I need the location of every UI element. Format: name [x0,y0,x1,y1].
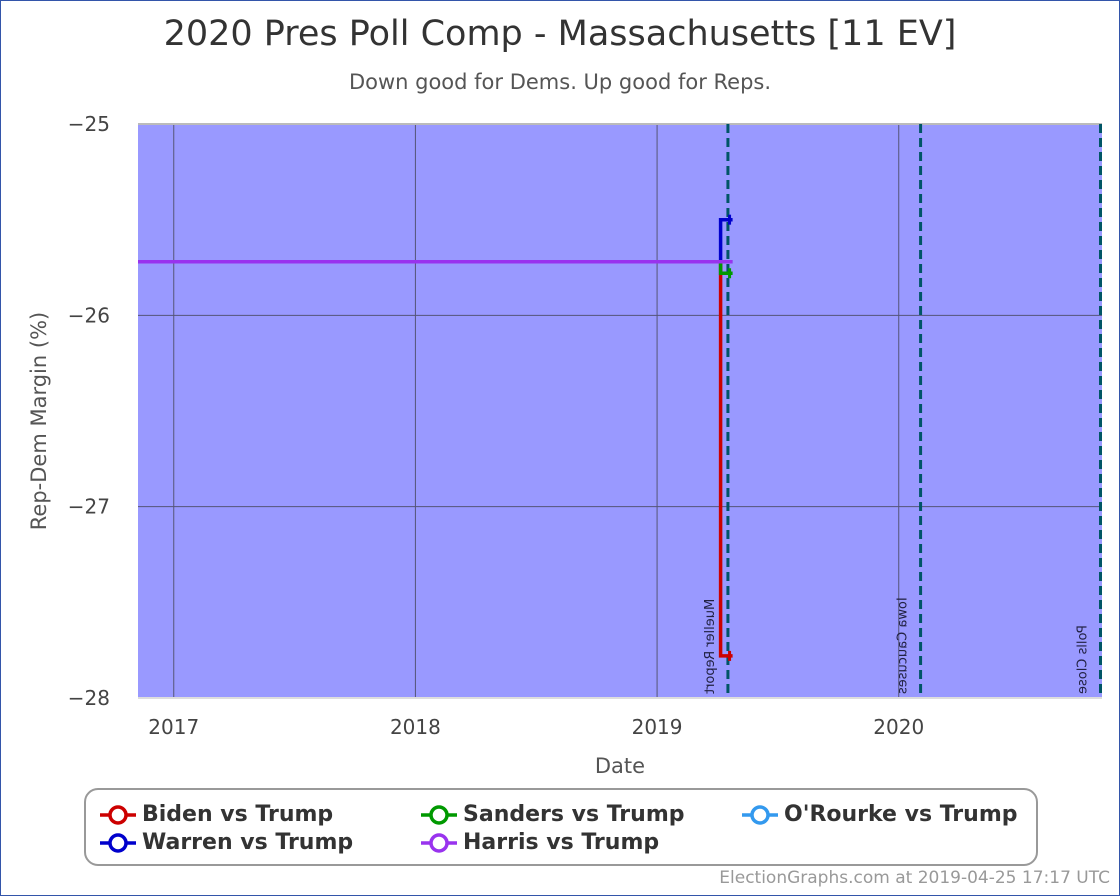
event-label: Mueller Report [703,599,718,694]
legend-label: Biden vs Trump [142,802,334,827]
legend-marker-circle [108,804,128,825]
x-tick-label: 2019 [632,715,683,739]
x-axis-label: Date [595,754,645,778]
plot-area: −25 −26 −27 −28 2017 2018 2019 2020 Date Rep-Dem … [27,112,1102,778]
y-tick-label: −26 [68,303,110,327]
legend-label: Harris vs Trump [463,830,660,855]
event-label: Iowa Caucuses [896,597,911,694]
x-tick-label: 2018 [390,715,441,739]
legend-label: Sanders vs Trump [463,802,685,827]
plot-background [138,124,1102,698]
legend-marker-icon [742,804,778,825]
y-tick-label: −28 [68,686,110,710]
legend-marker-circle [429,804,449,825]
legend-label: Warren vs Trump [142,830,354,855]
legend-marker-icon [421,804,457,825]
x-tick-label: 2017 [148,715,199,739]
y-axis-label: Rep-Dem Margin (%) [27,312,51,530]
y-tick-label: −25 [68,112,110,136]
legend-item[interactable]: Harris vs Trump [421,830,659,855]
x-tick-label: 2020 [873,715,924,739]
event-label: Polls Close [1076,625,1091,694]
legend-marker-icon [100,804,136,825]
legend-item[interactable]: O'Rourke vs Trump [742,802,1018,827]
legend-marker-circle [750,804,770,825]
legend-marker-circle [108,832,128,853]
legend-item[interactable]: Sanders vs Trump [421,802,685,827]
legend-label: O'Rourke vs Trump [784,802,1018,827]
legend-item[interactable]: Biden vs Trump [100,802,333,827]
chart-subtitle: Down good for Dems. Up good for Reps. [348,70,772,94]
y-tick-label: −27 [68,495,110,519]
legend-item[interactable]: Warren vs Trump [100,830,353,855]
legend: Biden vs Trump Sanders vs Trump O'Rourke v… [84,788,1038,866]
footer-credit: ElectionGraphs.com at 2019-04-25 17:17 U… [719,868,1110,888]
legend-marker-icon [100,832,136,853]
legend-marker-circle [429,832,449,853]
legend-marker-icon [421,832,457,853]
chart-title: 2020 Pres Poll Comp - Massachusetts [11 … [163,14,957,54]
